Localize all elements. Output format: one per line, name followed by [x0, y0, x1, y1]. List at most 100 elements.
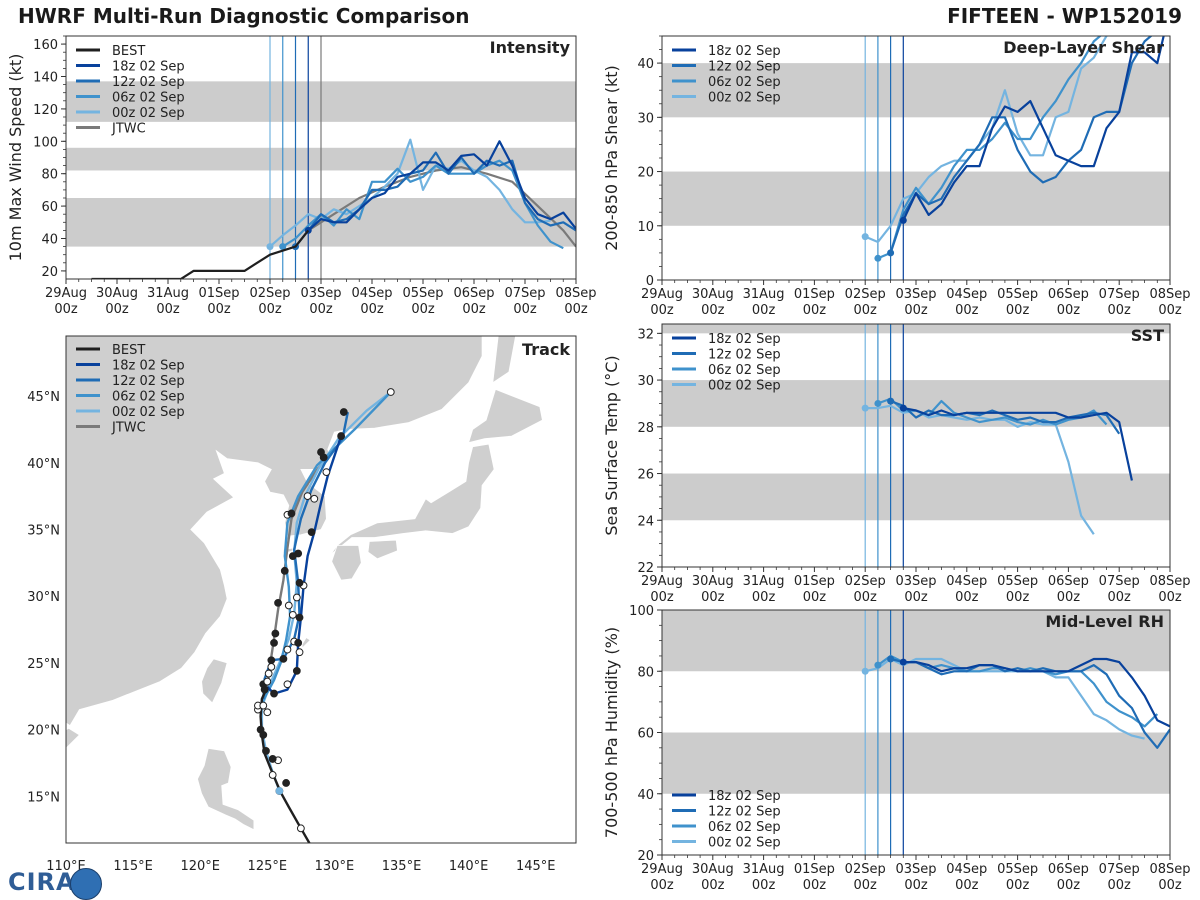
track-position-marker: [270, 689, 278, 698]
rh-legend-label: 12z 02 Sep: [708, 805, 781, 820]
intensity-xtick-sublabel: 00z: [207, 302, 231, 317]
cira-logo-icon: [70, 868, 102, 900]
shear-xtick-sublabel: 00z: [803, 303, 827, 318]
track-position-marker: [267, 662, 276, 671]
track-legend-label: 18z 02 Sep: [112, 359, 185, 374]
shear-xtick-label: 06Sep: [1048, 287, 1089, 302]
intensity-xtick-label: 02Sep: [249, 286, 290, 301]
shear-xtick-sublabel: 00z: [1057, 303, 1081, 318]
intensity-legend-label: BEST: [112, 44, 145, 59]
rh-xtick-label: 06Sep: [1048, 862, 1089, 877]
sst-xtick-sublabel: 00z: [854, 590, 878, 605]
track-title: Track: [522, 340, 570, 359]
track-ytick-label: 15°N: [27, 790, 60, 805]
intensity-xtick-sublabel: 00z: [309, 302, 333, 317]
track-xtick-label: 145°E: [516, 859, 556, 874]
track-ytick-label: 30°N: [27, 590, 60, 605]
shear-ytick-label: 0: [646, 274, 654, 289]
panel-sst: 22242628303229Aug00z30Aug00z31Aug00z01Se…: [602, 323, 1191, 605]
shear-xtick-label: 07Sep: [1099, 287, 1140, 302]
track-position-marker: [339, 408, 348, 416]
intensity-ytick-label: 60: [41, 200, 58, 215]
track-xtick-label: 120°E: [180, 859, 220, 874]
track-position-marker: [282, 779, 291, 787]
intensity-xtick-label: 30Aug: [96, 286, 138, 301]
track-position-marker: [274, 598, 282, 607]
rh-start-point: [861, 667, 869, 675]
track-06z-02-sep: [258, 391, 392, 711]
sst-xtick-sublabel: 00z: [1057, 590, 1081, 605]
sst-plot-area: [662, 324, 1170, 567]
land-sakhalin: [492, 336, 517, 384]
rh-ytick-label: 60: [637, 727, 654, 742]
track-position-marker: [294, 638, 303, 647]
rh-start-point: [887, 655, 895, 663]
shear-series-18z-02-sep: [902, 36, 1165, 221]
intensity-legend-label: 06z 02 Sep: [112, 91, 185, 106]
intensity-legend-label: 12z 02 Sep: [112, 75, 185, 90]
track-position-marker: [263, 708, 272, 717]
shear-series-06z-02-sep: [877, 36, 1102, 260]
shear-xtick-sublabel: 00z: [955, 303, 979, 318]
track-ytick-label: 45°N: [27, 390, 60, 405]
shear-start-point: [861, 233, 869, 241]
intensity-title: Intensity: [490, 38, 571, 57]
sst-xtick-sublabel: 00z: [955, 590, 979, 605]
sst-legend-label: 06z 02 Sep: [708, 363, 781, 378]
track-position-marker: [296, 824, 305, 833]
intensity-ytick-label: 120: [33, 103, 58, 118]
rh-legend-label: 06z 02 Sep: [708, 820, 781, 835]
shear-title: Deep-Layer Shear: [1003, 38, 1164, 57]
track-position-marker: [292, 666, 301, 675]
rh-title: Mid-Level RH: [1045, 612, 1164, 631]
intensity-xtick-sublabel: 00z: [156, 302, 180, 317]
sst-start-point: [861, 404, 869, 412]
track-legend-label: BEST: [112, 343, 145, 358]
shear-ytick-label: 30: [637, 111, 654, 126]
cira-logo-text: CIRA: [8, 868, 76, 896]
track-ytick-label: 35°N: [27, 523, 60, 538]
sst-ytick-label: 32: [637, 327, 654, 342]
sst-title: SST: [1131, 326, 1164, 345]
track-ytick-label: 25°N: [27, 657, 60, 672]
intensity-start-point: [279, 243, 287, 251]
sst-ytick-label: 26: [637, 468, 654, 483]
shear-legend-label: 06z 02 Sep: [708, 75, 781, 90]
track-position-marker: [317, 448, 325, 456]
rh-xtick-label: 29Aug: [641, 862, 683, 877]
shear-xtick-label: 04Sep: [946, 287, 987, 302]
shear-xtick-label: 29Aug: [641, 287, 683, 302]
rh-xtick-label: 03Sep: [895, 862, 936, 877]
land-luzon: [197, 747, 255, 831]
sst-xtick-label: 02Sep: [845, 574, 886, 589]
track-position-marker: [259, 701, 268, 710]
sst-legend-label: 18z 02 Sep: [708, 332, 781, 347]
track-position-marker: [295, 613, 304, 622]
sst-ytick-label: 24: [637, 514, 654, 529]
intensity-xtick-sublabel: 00z: [513, 302, 537, 317]
storm-id-title: FIFTEEN - WP152019: [947, 4, 1182, 28]
intensity-ytick-label: 80: [41, 168, 58, 183]
sst-ylabel: Sea Surface Temp (°C): [602, 355, 621, 535]
rh-xtick-label: 07Sep: [1099, 862, 1140, 877]
intensity-legend-label: JTWC: [111, 122, 146, 137]
track-position-marker: [264, 669, 273, 678]
rh-ylabel: 700-500 hPa Humidity (%): [602, 627, 621, 838]
intensity-xtick-label: 29Aug: [45, 286, 87, 301]
shear-start-point: [874, 254, 882, 262]
land-hokkaido: [468, 388, 543, 444]
sst-ytick-label: 22: [637, 561, 654, 576]
track-position-marker: [288, 610, 297, 619]
intensity-xtick-sublabel: 00z: [564, 302, 588, 317]
shear-series-12z-02-sep: [889, 36, 1153, 254]
sst-band-1: [662, 380, 1170, 427]
intensity-xtick-label: 31Aug: [147, 286, 189, 301]
rh-xtick-label: 02Sep: [845, 862, 886, 877]
shear-legend-label: 00z 02 Sep: [708, 91, 781, 106]
intensity-xtick-sublabel: 00z: [462, 302, 486, 317]
track-position-marker: [284, 601, 293, 610]
intensity-xtick-label: 03Sep: [300, 286, 341, 301]
track-position-marker: [295, 578, 304, 587]
intensity-xtick-label: 08Sep: [555, 286, 596, 301]
intensity-xtick-sublabel: 00z: [105, 302, 129, 317]
